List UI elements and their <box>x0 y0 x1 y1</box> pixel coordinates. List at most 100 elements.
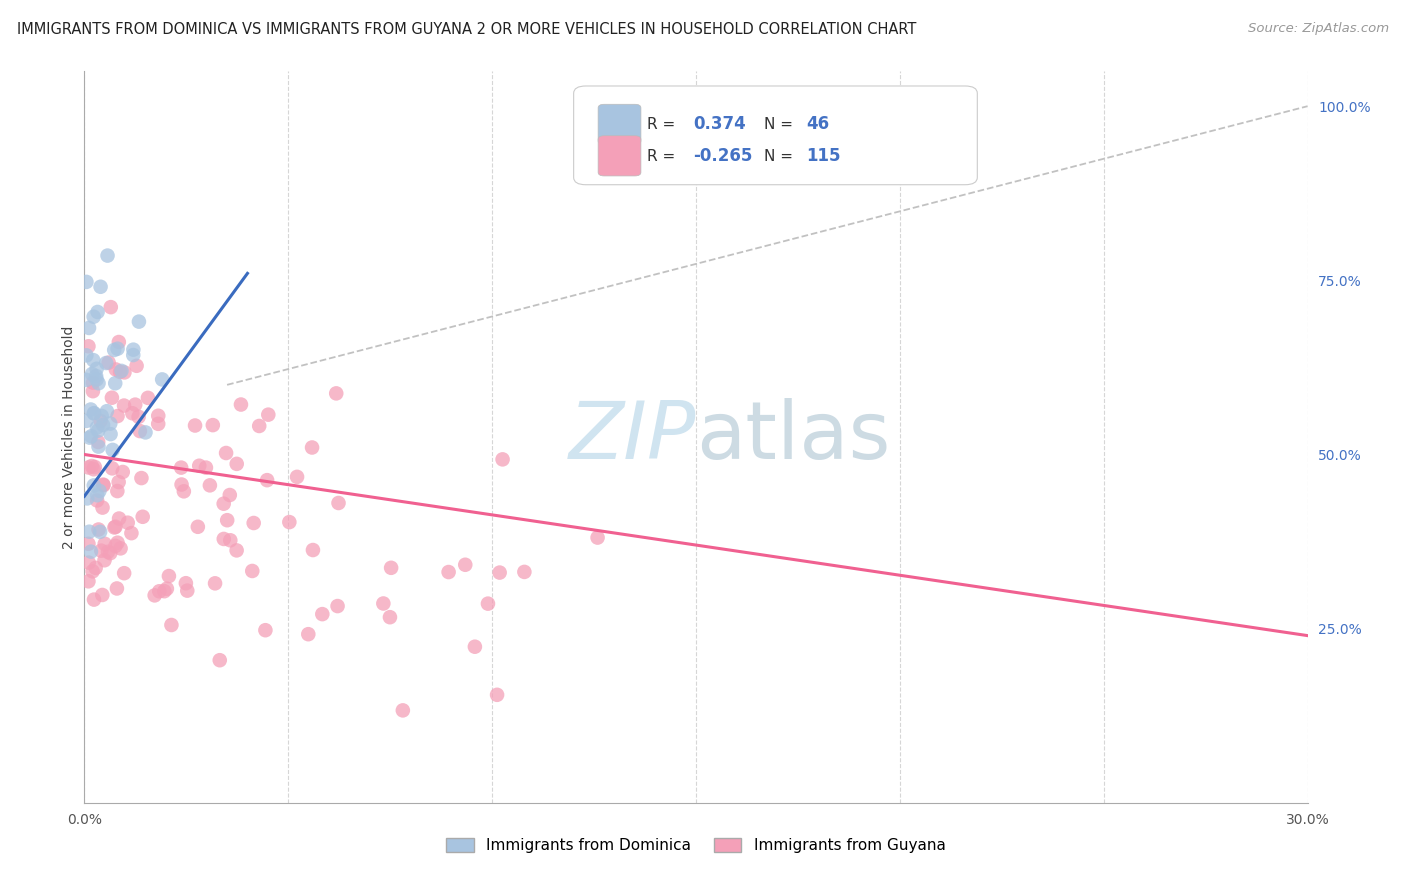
Point <box>121 406 143 420</box>
Point <box>488 566 510 580</box>
FancyBboxPatch shape <box>598 136 641 176</box>
Point <box>150 372 173 386</box>
Point <box>170 477 193 491</box>
Point <box>107 342 129 356</box>
Point <box>75 348 97 362</box>
Point <box>100 427 122 442</box>
Point <box>80 402 103 417</box>
Point <box>217 513 239 527</box>
Point <box>87 440 110 454</box>
Point <box>156 582 179 596</box>
Y-axis label: 2 or more Vehicles in Household: 2 or more Vehicles in Household <box>62 326 76 549</box>
Point <box>373 597 395 611</box>
Point <box>86 488 108 502</box>
Point <box>77 524 100 539</box>
Point <box>75 373 97 387</box>
Point <box>454 558 477 572</box>
Text: -0.265: -0.265 <box>693 147 752 165</box>
Point <box>285 470 308 484</box>
Text: atlas: atlas <box>696 398 890 476</box>
Point <box>108 511 131 525</box>
Point <box>83 478 105 492</box>
Point <box>77 574 100 589</box>
Point <box>136 391 159 405</box>
Point <box>326 599 349 613</box>
Text: IMMIGRANTS FROM DOMINICA VS IMMIGRANTS FROM GUYANA 2 OR MORE VEHICLES IN HOUSEHO: IMMIGRANTS FROM DOMINICA VS IMMIGRANTS F… <box>17 22 917 37</box>
Point <box>89 524 111 539</box>
Point <box>91 417 114 432</box>
Point <box>103 343 125 357</box>
Point <box>208 653 231 667</box>
Point <box>464 640 486 654</box>
Point <box>82 353 104 368</box>
Text: 115: 115 <box>806 147 841 165</box>
Point <box>111 465 134 479</box>
Text: ZIP: ZIP <box>568 398 696 476</box>
Point <box>188 458 211 473</box>
Point <box>112 566 135 581</box>
Point <box>134 425 156 440</box>
Point <box>124 398 146 412</box>
Point <box>212 532 235 546</box>
Point <box>93 478 115 492</box>
Point <box>83 592 105 607</box>
Point <box>302 543 325 558</box>
Point <box>170 460 193 475</box>
Point <box>157 569 180 583</box>
Point <box>477 597 499 611</box>
Point <box>82 376 104 390</box>
Point <box>215 446 238 460</box>
Point <box>128 315 150 329</box>
Point <box>128 409 150 424</box>
Point <box>125 359 148 373</box>
Point <box>392 703 415 717</box>
Point <box>96 404 118 418</box>
Point <box>80 429 103 443</box>
Point <box>160 618 183 632</box>
Point <box>86 361 108 376</box>
Text: R =: R = <box>647 117 675 131</box>
Point <box>229 398 252 412</box>
Point <box>225 543 247 558</box>
Point <box>110 364 132 378</box>
Point <box>96 356 118 370</box>
Text: N =: N = <box>765 149 793 164</box>
Point <box>328 496 350 510</box>
Point <box>107 535 129 549</box>
Point <box>105 484 128 499</box>
Point <box>101 391 124 405</box>
Point <box>325 386 347 401</box>
Point <box>84 369 107 384</box>
Point <box>131 509 153 524</box>
Point <box>96 249 118 263</box>
Point <box>254 624 277 638</box>
Point <box>148 584 170 599</box>
Point <box>117 516 139 530</box>
Point <box>110 541 132 556</box>
Point <box>104 376 127 391</box>
Point <box>103 520 125 534</box>
Point <box>101 442 124 457</box>
Point <box>131 471 153 485</box>
Point <box>97 545 120 559</box>
Text: R =: R = <box>647 149 675 164</box>
Point <box>79 431 101 445</box>
Point <box>90 414 112 428</box>
Point <box>104 362 127 376</box>
Point <box>86 305 108 319</box>
Point <box>83 310 105 324</box>
Point <box>107 409 129 423</box>
Point <box>83 406 105 420</box>
Point <box>91 588 114 602</box>
Point <box>247 419 270 434</box>
Point <box>311 607 333 621</box>
Point <box>184 418 207 433</box>
Point <box>240 564 263 578</box>
Point <box>187 520 209 534</box>
Point <box>98 417 121 431</box>
Point <box>194 460 217 475</box>
Point <box>112 399 135 413</box>
Point <box>83 462 105 476</box>
Point <box>380 561 402 575</box>
Point <box>91 500 114 515</box>
